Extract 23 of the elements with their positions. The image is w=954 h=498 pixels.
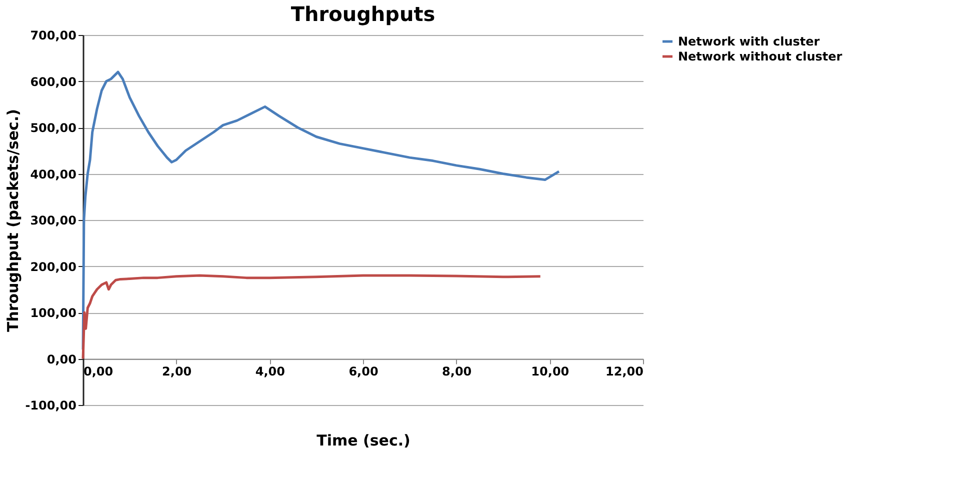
y-tick-label: -100,00 — [25, 398, 76, 412]
chart-title: Throughputs — [290, 2, 436, 26]
y-tick-label: 200,00 — [30, 260, 76, 274]
x-tick-label: 0,00 — [84, 364, 114, 378]
y-tick-label: 400,00 — [30, 167, 76, 182]
x-tick-label: 8,00 — [442, 364, 472, 378]
x-tick-label: 4,00 — [255, 364, 285, 378]
y-tick-label: 700,00 — [30, 28, 76, 42]
y-tick-label: 0,00 — [46, 352, 76, 366]
y-tick-label: 100,00 — [30, 306, 76, 320]
y-axis-title: Throughput (packets/sec.) — [4, 109, 22, 332]
x-tick-label: 12,00 — [606, 364, 644, 378]
x-tick-label: 10,00 — [531, 364, 570, 378]
legend-label: Network without cluster — [678, 50, 842, 64]
x-tick-label: 6,00 — [348, 364, 378, 378]
y-tick-label: 600,00 — [30, 74, 76, 89]
line-series — [82, 70, 560, 351]
x-axis-title: Time (sec.) — [316, 432, 410, 450]
x-tick-label: 2,00 — [162, 364, 192, 378]
legend-label: Network with cluster — [678, 34, 820, 48]
line-series — [82, 274, 542, 360]
y-tick-label: 500,00 — [30, 121, 76, 135]
y-tick-label: 300,00 — [30, 214, 76, 228]
